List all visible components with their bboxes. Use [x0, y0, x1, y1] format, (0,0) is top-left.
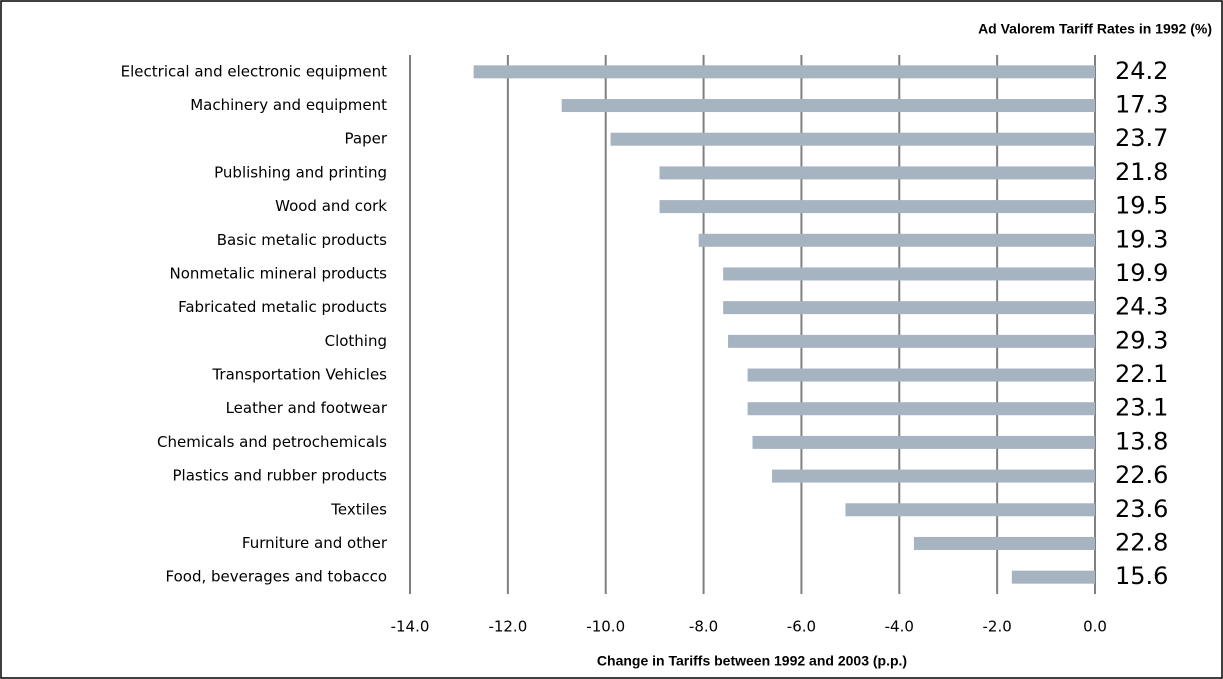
bar	[561, 99, 1095, 113]
y-tick-label: Paper	[345, 130, 388, 148]
side-label: 22.1	[1115, 360, 1168, 388]
bar	[752, 435, 1095, 449]
y-tick-label: Leather and footwear	[226, 399, 388, 417]
bar	[772, 469, 1095, 483]
side-label: 24.3	[1115, 293, 1168, 321]
bar	[659, 166, 1095, 180]
bar	[845, 503, 1095, 517]
side-label: 22.8	[1115, 528, 1168, 556]
bar	[913, 536, 1095, 550]
x-tick-label: -10.0	[586, 618, 625, 636]
side-label: 21.8	[1115, 158, 1168, 186]
y-tick-label: Plastics and rubber products	[173, 467, 388, 485]
side-label: 17.3	[1115, 91, 1168, 119]
bar	[1011, 570, 1095, 584]
y-tick-label: Transportation Vehicles	[211, 366, 387, 384]
bar	[747, 402, 1095, 416]
y-tick-label: Furniture and other	[242, 534, 388, 552]
side-label: 19.5	[1115, 192, 1168, 220]
side-label: 23.6	[1115, 495, 1168, 523]
x-tick-label: -14.0	[391, 618, 430, 636]
y-tick-label: Electrical and electronic equipment	[121, 62, 387, 80]
x-tick-label: -12.0	[488, 618, 527, 636]
y-tick-label: Basic metalic products	[217, 231, 387, 249]
side-label: 23.7	[1115, 124, 1168, 152]
y-tick-label: Wood and cork	[275, 197, 387, 215]
bar	[723, 301, 1095, 315]
side-label: 22.6	[1115, 461, 1168, 489]
side-label: 29.3	[1115, 326, 1168, 354]
side-label: 23.1	[1115, 394, 1168, 422]
side-labels-title: Ad Valorem Tariff Rates in 1992 (%)	[978, 21, 1212, 37]
y-tick-label: Machinery and equipment	[190, 96, 387, 114]
y-tick-label: Clothing	[325, 332, 387, 350]
y-tick-label: Textiles	[330, 500, 387, 518]
side-label: 15.6	[1115, 562, 1168, 590]
bar	[473, 65, 1095, 79]
y-tick-label: Nonmetalic mineral products	[170, 264, 388, 282]
side-label: 24.2	[1115, 57, 1168, 85]
x-axis-title: Change in Tariffs between 1992 and 2003 …	[597, 653, 907, 669]
x-tick-label: -8.0	[689, 618, 718, 636]
x-tick-label: -6.0	[787, 618, 816, 636]
bar	[659, 200, 1095, 214]
y-tick-label: Chemicals and petrochemicals	[157, 433, 387, 451]
side-label: 19.3	[1115, 225, 1168, 253]
side-label: 13.8	[1115, 427, 1168, 455]
x-tick-label: -4.0	[885, 618, 914, 636]
x-tick-label: -2.0	[983, 618, 1012, 636]
y-tick-label: Fabricated metalic products	[178, 298, 387, 316]
bar	[728, 334, 1095, 348]
x-tick-label: 0.0	[1083, 618, 1107, 636]
y-tick-label: Publishing and printing	[214, 163, 387, 181]
bar	[698, 233, 1095, 247]
bar	[723, 267, 1095, 281]
bar	[747, 368, 1095, 382]
y-tick-label: Food, beverages and tobacco	[166, 568, 387, 586]
bar	[610, 132, 1095, 146]
side-label: 19.9	[1115, 259, 1168, 287]
